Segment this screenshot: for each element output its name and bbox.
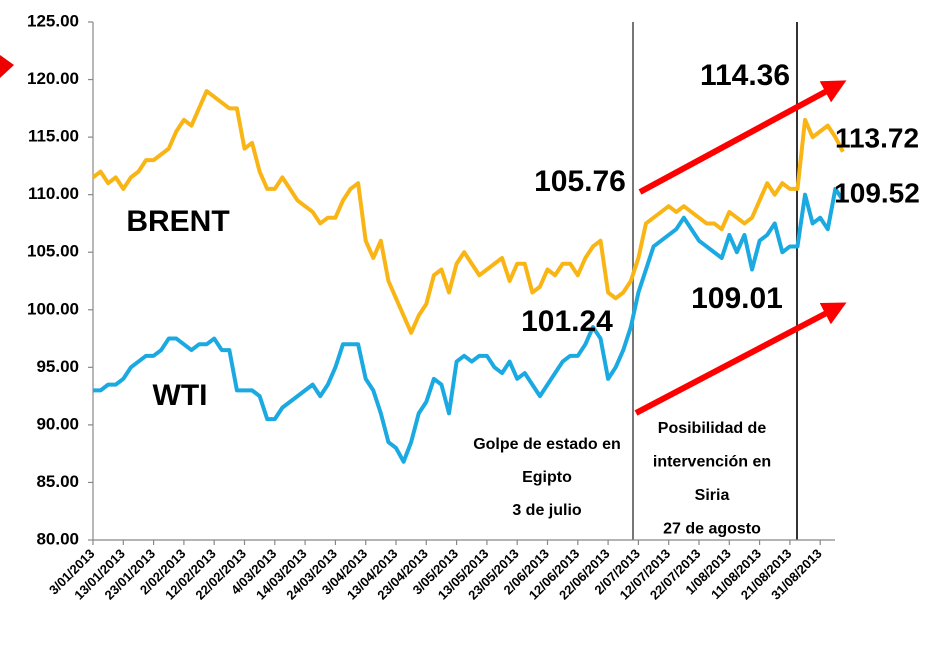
y-tick-label: 115.00 (28, 127, 79, 146)
annotation: BRENT (126, 205, 229, 238)
annotation: 105.76 (534, 165, 626, 198)
y-tick-label: 105.00 (27, 242, 79, 261)
y-tick-label: 90.00 (36, 414, 79, 433)
event-note: Golpe de estado en (473, 436, 621, 453)
y-tick-label: 110.00 (28, 184, 79, 203)
annotation: 101.24 (521, 305, 613, 338)
annotation: WTI (153, 379, 208, 412)
event-note: 27 de agosto (663, 521, 761, 538)
y-tick-label: 95.00 (36, 357, 79, 376)
y-tick-label: 125.00 (27, 11, 79, 30)
arrow-head-fragment (0, 55, 14, 78)
y-tick-label: 100.00 (27, 299, 79, 318)
y-tick-label: 85.00 (36, 472, 79, 491)
event-note: Siria (695, 487, 730, 504)
annotation: 113.72 (835, 122, 919, 153)
series-line (93, 186, 845, 464)
y-tick-label: 80.00 (36, 529, 79, 548)
annotation: 109.01 (691, 282, 783, 315)
event-note: Posibilidad de (658, 420, 767, 437)
trend-arrow (634, 302, 847, 416)
annotation: 109.52 (834, 177, 920, 208)
y-tick-label: 120.00 (27, 69, 79, 88)
series-line (91, 89, 845, 335)
event-note: intervención en (653, 454, 771, 471)
trend-arrow (638, 80, 847, 195)
annotation: 114.36 (700, 59, 790, 92)
event-note: Egipto (522, 469, 572, 486)
event-note: 3 de julio (512, 502, 582, 519)
